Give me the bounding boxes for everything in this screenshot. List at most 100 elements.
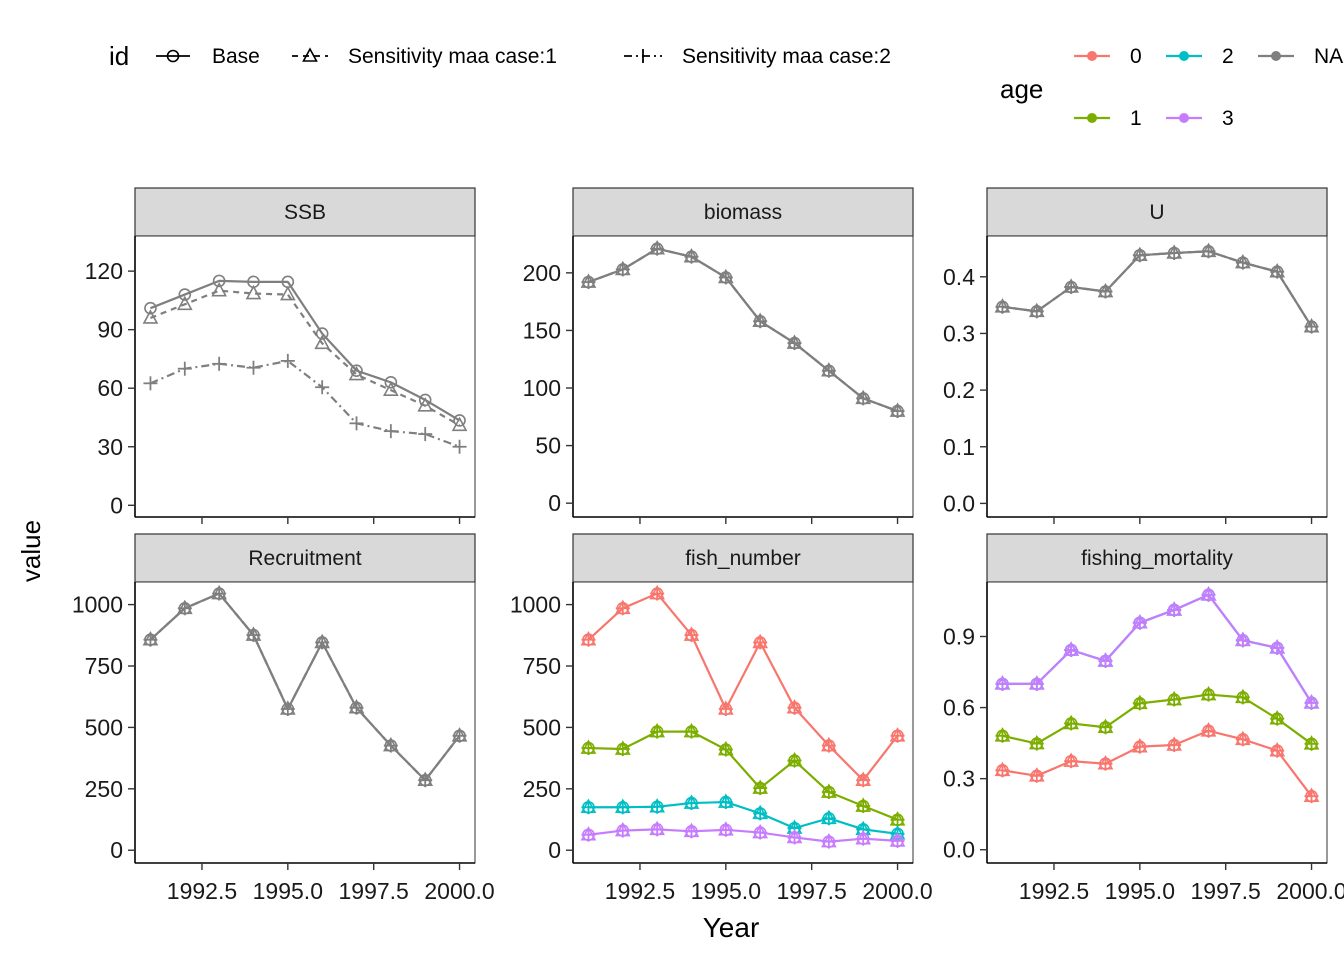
data-point (143, 376, 158, 391)
y-tick-label: 0.0 (943, 490, 975, 516)
data-point (452, 439, 467, 454)
y-tick-label: 750 (523, 653, 561, 679)
y-tick-label: 250 (523, 776, 561, 802)
data-point (1304, 319, 1319, 334)
data-point-case2 (995, 763, 1010, 778)
data-point (246, 360, 261, 375)
data-point-case2 (718, 795, 733, 810)
data-point (177, 361, 192, 376)
x-tick-label: 1995.0 (1105, 878, 1175, 904)
data-point (212, 274, 226, 288)
data-point-case2 (856, 831, 871, 846)
legend-id-title: id (109, 41, 129, 71)
series-base-age-1 (580, 722, 906, 827)
x-axis-title: Year (703, 912, 760, 943)
data-point (279, 285, 296, 301)
x-tick-label: 1995.0 (253, 878, 323, 904)
y-tick-label: 0.2 (943, 377, 975, 403)
data-point-case2 (581, 632, 596, 647)
legend-age-0-label: 0 (1130, 45, 1142, 68)
data-point-case2 (1029, 768, 1044, 783)
y-tick-label: 1000 (510, 592, 561, 618)
data-point-case2 (856, 799, 871, 814)
data-point-case2 (1167, 738, 1182, 753)
data-point-case2 (1270, 640, 1285, 655)
y-tick-label: 0.6 (943, 695, 975, 721)
data-point-case2 (1132, 696, 1147, 711)
legend-age-1-label: 1 (1130, 107, 1142, 130)
legend-age-na-key (1258, 51, 1294, 61)
data-point (383, 424, 398, 439)
data-point-case2 (718, 701, 733, 716)
data-point-case2 (684, 724, 699, 739)
facet-strip-label: SSB (284, 201, 326, 224)
data-point (581, 275, 596, 290)
data-point-case2 (1270, 743, 1285, 758)
data-point-case2 (615, 823, 630, 838)
series-line (1002, 593, 1313, 704)
data-point-case2 (890, 728, 905, 743)
legend-age: age 0 2 NA 1 3 (1000, 45, 1343, 130)
series-line (588, 828, 898, 843)
data-point (417, 397, 434, 412)
plot-area (572, 581, 914, 864)
y-tick-label: 100 (523, 375, 561, 401)
data-point-case2 (718, 742, 733, 757)
data-point-case2 (787, 753, 802, 768)
data-point-case2 (581, 827, 596, 842)
data-point-case2 (1201, 587, 1216, 602)
facet-strip (572, 533, 914, 583)
x-tick-label: 1992.5 (1019, 878, 1089, 904)
data-point-case2 (821, 785, 836, 800)
data-point (995, 299, 1010, 314)
plot-area (134, 235, 476, 518)
y-tick-label: 60 (97, 375, 123, 401)
data-point-case2 (1029, 676, 1044, 691)
x-tick-label: 1995.0 (691, 878, 761, 904)
data-point-case2 (615, 800, 630, 815)
data-point (1029, 304, 1044, 319)
data-point (211, 281, 227, 297)
series-line (150, 289, 461, 427)
data-point-case2 (1064, 642, 1079, 657)
data-point (280, 701, 295, 716)
data-point-case2 (1064, 716, 1079, 731)
data-point (650, 241, 665, 256)
panel-fish-number: fish_number 0 250 500 750 1000 1992.5 1995.0 199… (510, 533, 933, 904)
series-line (588, 247, 898, 413)
y-tick-label: 200 (523, 260, 561, 286)
y-tick-label: 0.9 (943, 623, 975, 649)
data-point (1235, 255, 1250, 270)
data-point-case2 (650, 724, 665, 739)
y-tick-label: 150 (523, 317, 561, 343)
data-point (142, 309, 159, 324)
data-point (315, 635, 330, 650)
data-point-case2 (995, 676, 1010, 691)
data-point (451, 416, 468, 432)
legend-age-3-label: 3 (1222, 107, 1234, 130)
data-point-case2 (718, 822, 733, 837)
data-point-case2 (856, 773, 871, 788)
y-tick-label: 0 (110, 492, 123, 518)
series-base-age-3 (580, 820, 906, 849)
data-point-case2 (1098, 653, 1113, 668)
data-point-case2 (890, 833, 905, 848)
facet-strip (986, 187, 1328, 237)
series-base-age-1 (994, 685, 1320, 751)
legend-age-2-label: 2 (1222, 45, 1234, 68)
facet-strip-label: fish_number (685, 547, 801, 570)
data-point (1064, 279, 1079, 294)
plot-area (986, 235, 1328, 518)
panel-u: U 0.0 0.1 0.2 0.3 0.4 (943, 187, 1328, 524)
data-point-case2 (581, 800, 596, 815)
series-line (587, 592, 899, 782)
series-line (1002, 729, 1313, 797)
data-point (212, 356, 227, 371)
x-tick-label: 2000.0 (862, 878, 932, 904)
x-tick-label: 1997.5 (339, 878, 409, 904)
data-point-case2 (650, 822, 665, 837)
y-tick-label: 0.1 (943, 434, 975, 460)
data-point (418, 773, 433, 788)
data-point-case2 (1201, 687, 1216, 702)
